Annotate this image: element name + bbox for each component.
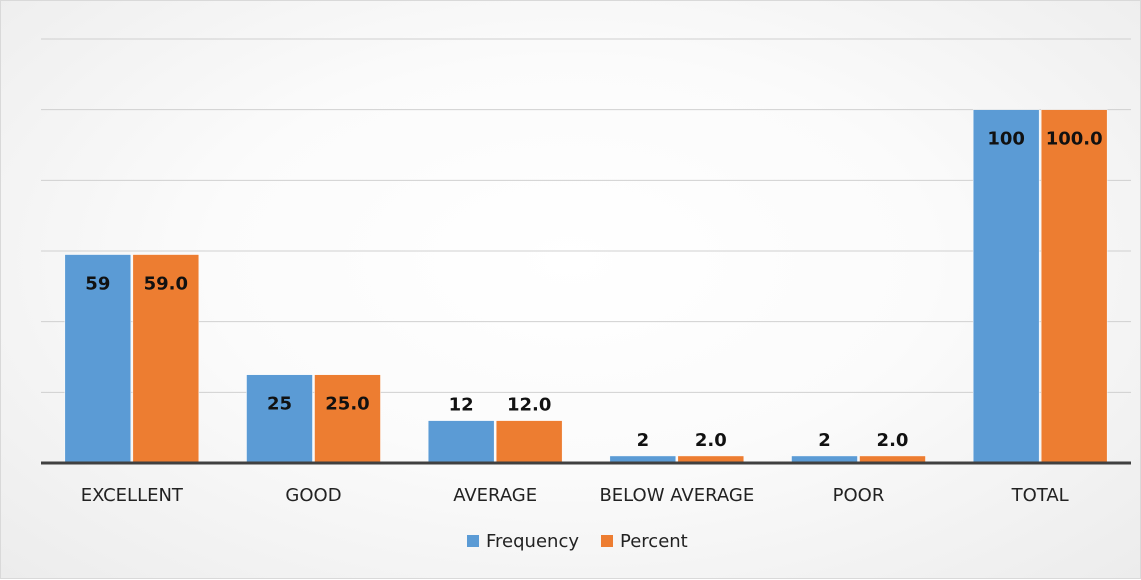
x-axis-tick-labels: EXCELLENT GOOD AVERAGE BELOW AVERAGE POOR TOT…	[81, 485, 1069, 506]
bar-percent-total	[1040, 109, 1108, 464]
data-label: 25.0	[325, 394, 369, 415]
data-label: 12	[449, 395, 474, 416]
data-label: 59	[85, 274, 110, 295]
bars	[64, 109, 1108, 464]
data-labels: 59 59.0 25 25.0 12 12.0 2 2.0 2 2.0 100 100.0	[85, 129, 1102, 451]
bar-percent-average	[495, 420, 563, 464]
legend-label-frequency: Frequency	[486, 531, 579, 552]
legend-label-percent: Percent	[620, 531, 688, 552]
x-tick-label: POOR	[833, 485, 885, 506]
x-tick-label: BELOW AVERAGE	[599, 485, 754, 506]
gridlines	[41, 38, 1131, 393]
bar-frequency-excellent	[64, 254, 132, 464]
legend-swatch-frequency	[467, 535, 479, 547]
data-label: 2	[818, 430, 831, 451]
bar-percent-excellent	[132, 254, 200, 464]
data-label: 2.0	[695, 430, 727, 451]
data-label: 59.0	[144, 274, 188, 295]
data-label: 2	[637, 430, 650, 451]
legend-swatch-percent	[601, 535, 613, 547]
legend: Frequency Percent	[467, 531, 688, 552]
x-tick-label: EXCELLENT	[81, 485, 184, 506]
bar-frequency-average	[427, 420, 495, 464]
x-tick-label: TOTAL	[1011, 485, 1069, 506]
x-tick-label: AVERAGE	[453, 485, 537, 506]
bar-frequency-total	[972, 109, 1040, 464]
data-label: 100.0	[1046, 129, 1103, 150]
bar-percent-good	[314, 374, 381, 464]
data-label: 2.0	[877, 430, 909, 451]
data-label: 25	[267, 394, 292, 415]
data-label: 100	[987, 129, 1025, 150]
data-label: 12.0	[507, 395, 551, 416]
bar-frequency-good	[246, 374, 313, 464]
x-tick-label: GOOD	[285, 485, 341, 506]
